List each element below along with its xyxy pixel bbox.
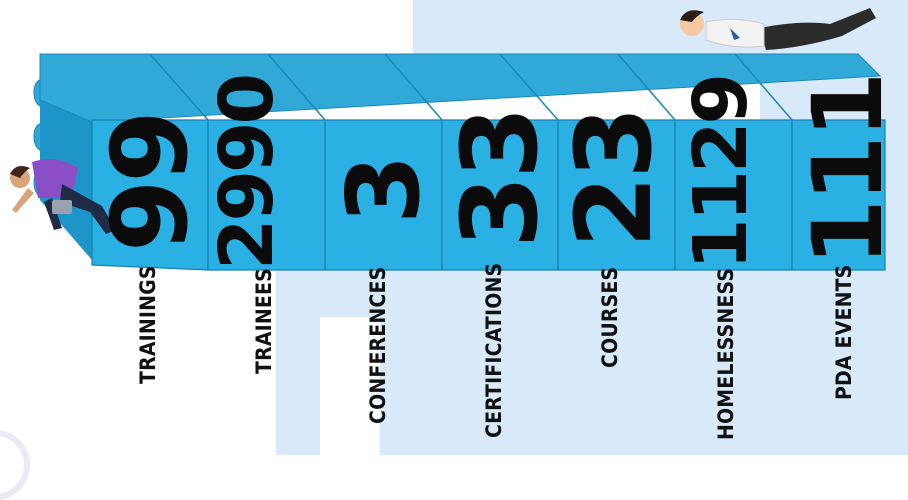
stat-value-pda-events: 111 bbox=[792, 74, 904, 266]
brick-fronts bbox=[91, 119, 886, 271]
stat-value-conferences: 3 bbox=[325, 157, 442, 224]
background-panel-low bbox=[276, 270, 908, 455]
stat-label-courses: COURSES bbox=[598, 266, 622, 368]
stat-value-homelessness: 1129 bbox=[678, 76, 764, 270]
lego-bricks bbox=[33, 53, 886, 271]
stat-label-homelessness: HOMELESSNESS bbox=[714, 267, 738, 440]
brick-top-face bbox=[39, 53, 882, 123]
stat-label-trainings: TRAININGS bbox=[136, 265, 160, 384]
person-lying-icon bbox=[680, 8, 876, 50]
stat-value-certifications: 33 bbox=[439, 109, 561, 248]
background-notch bbox=[320, 317, 380, 455]
person-with-laptop-icon bbox=[10, 159, 116, 234]
stat-label-pda-events: PDA EVENTS bbox=[832, 264, 856, 400]
stat-value-trainees: 2990 bbox=[204, 76, 290, 270]
stat-value-courses: 23 bbox=[553, 109, 675, 248]
stat-label-certifications: CERTIFICATIONS bbox=[482, 262, 506, 438]
stat-value-trainings: 99 bbox=[89, 113, 211, 252]
stat-label-conferences: CONFERENCES bbox=[366, 266, 390, 424]
stat-label-trainees: TRAINEES bbox=[252, 268, 276, 374]
